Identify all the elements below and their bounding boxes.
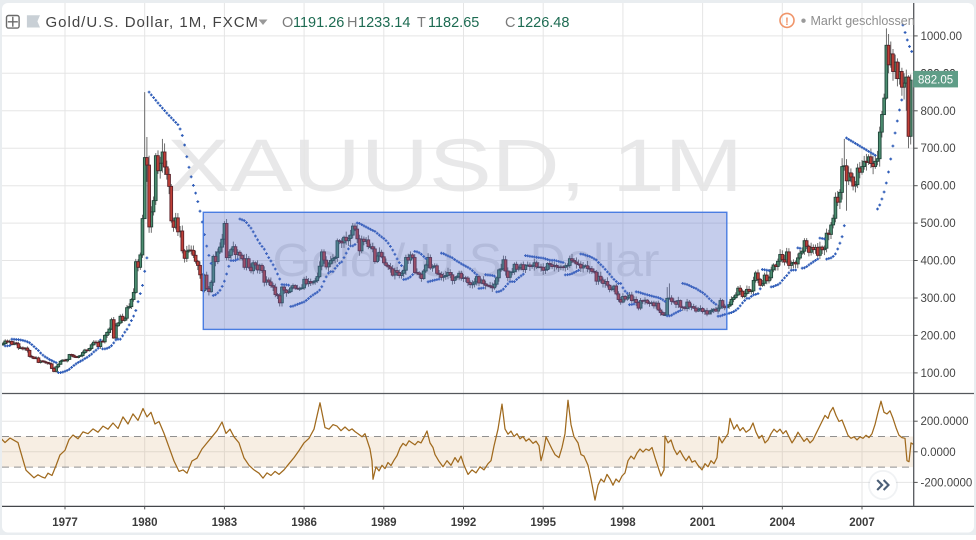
svg-text:700.00: 700.00 [921,143,956,155]
svg-text:1191.26: 1191.26 [293,15,344,31]
svg-text:1998: 1998 [610,517,636,529]
svg-text:C: C [505,15,515,31]
svg-text:1000.00: 1000.00 [921,31,963,43]
svg-text:Markt geschlossen: Markt geschlossen [811,14,915,28]
svg-text:O: O [282,15,293,31]
svg-text:1977: 1977 [52,517,78,529]
svg-text:200.0000: 200.0000 [921,416,969,428]
svg-text:Gold/U.S. Dollar, 1M, FXCM: Gold/U.S. Dollar, 1M, FXCM [46,14,260,31]
svg-text:2004: 2004 [770,517,796,529]
svg-text:1182.65: 1182.65 [428,15,479,31]
svg-text:1226.48: 1226.48 [517,15,569,31]
svg-text:1992: 1992 [451,517,477,529]
svg-text:1995: 1995 [530,517,556,529]
svg-text:1983: 1983 [212,517,238,529]
svg-text:1980: 1980 [132,517,158,529]
svg-text:500.00: 500.00 [921,218,956,230]
svg-text:400.00: 400.00 [921,256,956,268]
svg-text:XAUUSD, 1M: XAUUSD, 1M [167,124,743,207]
svg-text:882.05: 882.05 [918,74,953,86]
svg-text:T: T [417,15,426,31]
svg-text:1989: 1989 [371,517,397,529]
svg-text:800.00: 800.00 [921,106,956,118]
svg-text:1233.14: 1233.14 [358,15,410,31]
svg-text:!: ! [785,16,789,28]
svg-text:-200.0000: -200.0000 [921,477,973,489]
svg-text:200.00: 200.00 [921,330,956,342]
svg-text:0.0000: 0.0000 [921,447,956,459]
svg-text:1986: 1986 [291,517,317,529]
svg-text:300.00: 300.00 [921,293,956,305]
svg-text:2001: 2001 [690,517,716,529]
svg-text:600.00: 600.00 [921,181,956,193]
svg-text:100.00: 100.00 [921,368,956,380]
svg-text:H: H [347,15,357,31]
svg-text:2007: 2007 [849,517,875,529]
